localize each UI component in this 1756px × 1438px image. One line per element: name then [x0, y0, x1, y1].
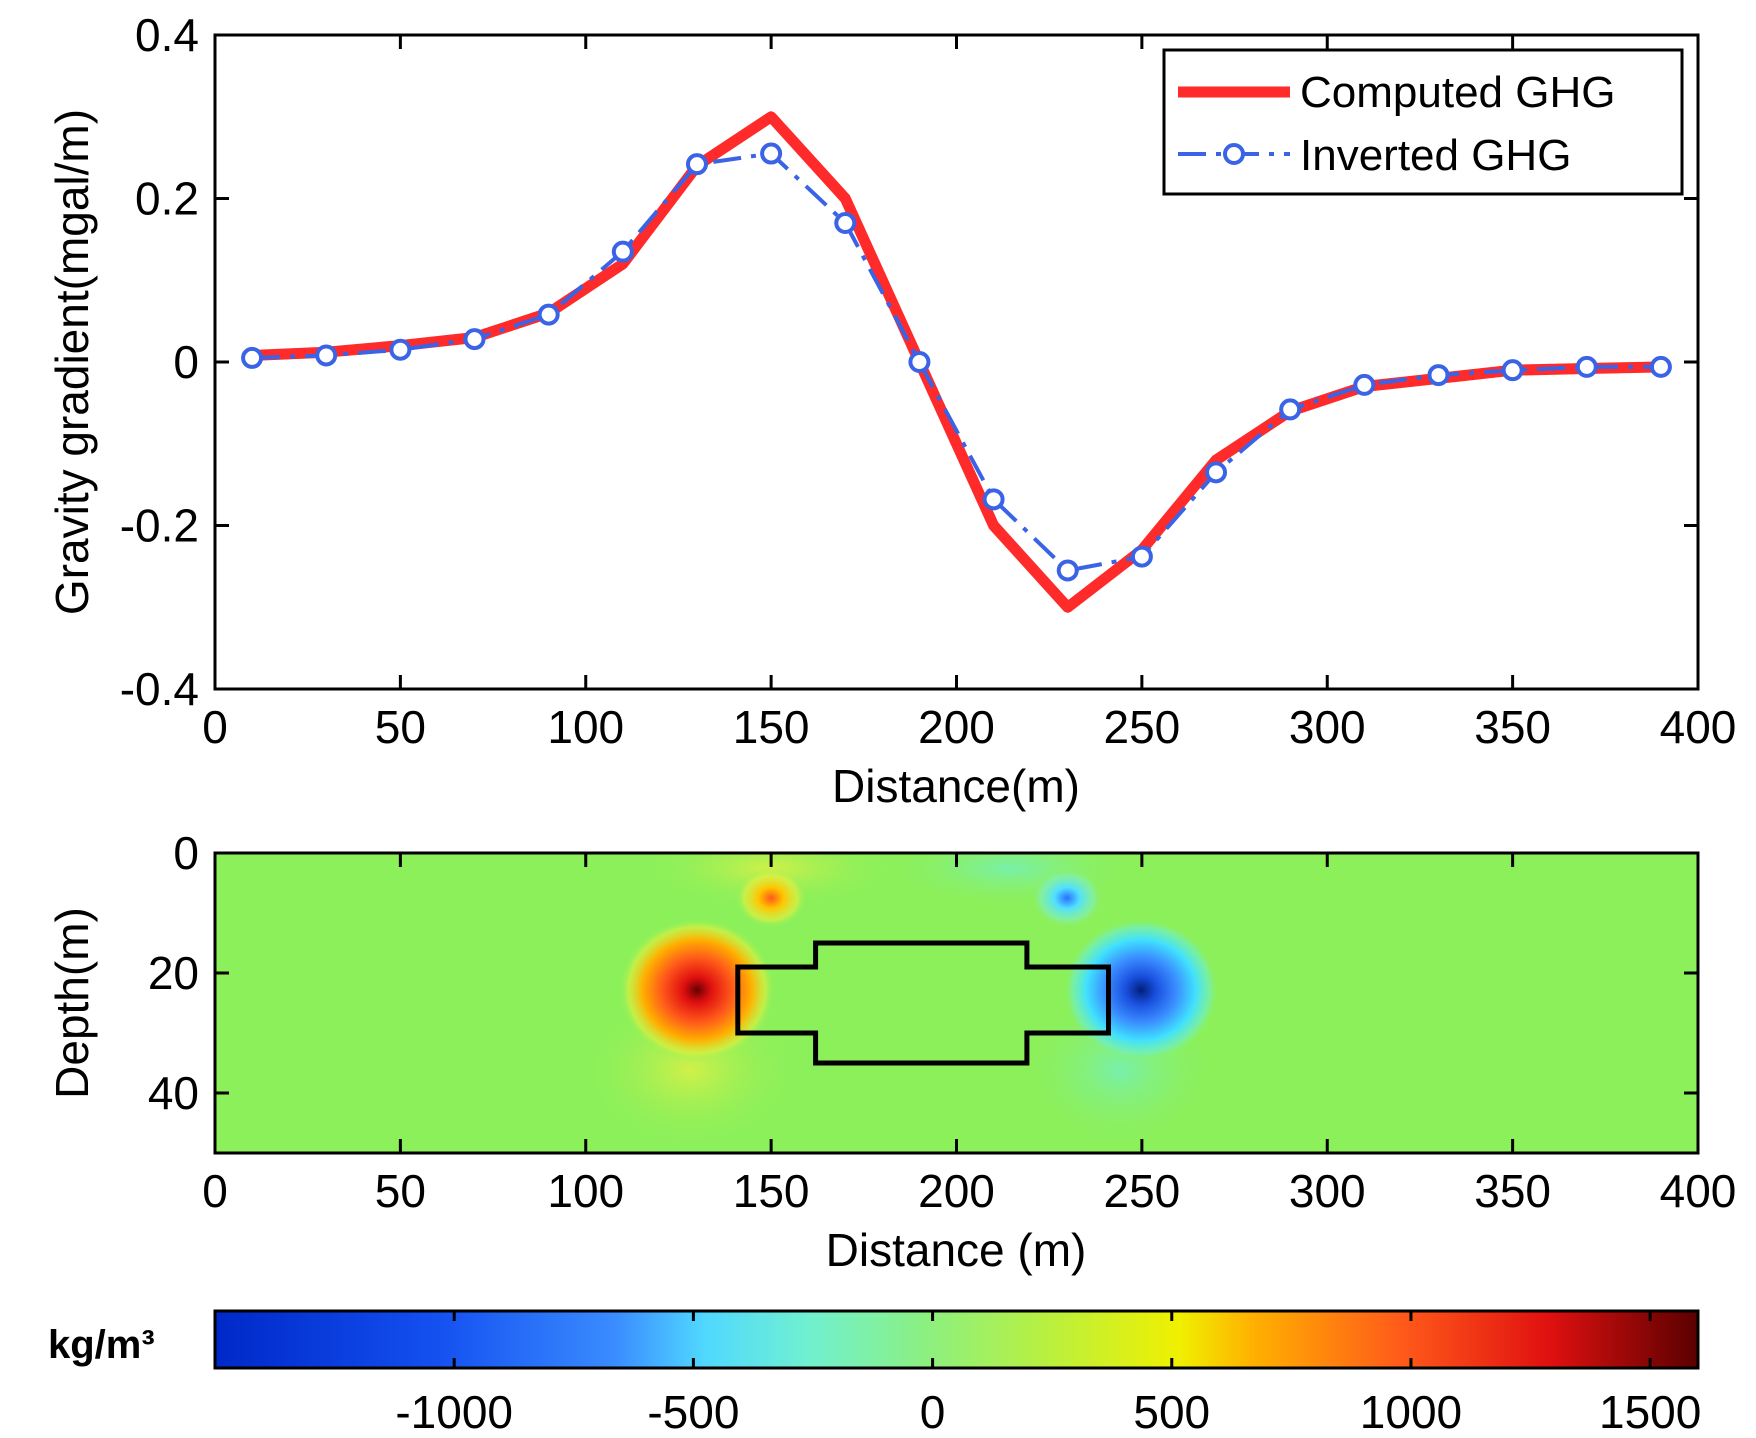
inverted-ghg-point — [1130, 545, 1153, 568]
colorbar: kg/m³ -1000 -500 0 500 1000 1500 — [48, 1309, 1701, 1438]
inverted-ghg-point — [1649, 355, 1672, 378]
heatmap-x-tick-label: 350 — [1474, 1165, 1551, 1217]
colorbar-tick-label: -500 — [647, 1386, 739, 1438]
y-axis-label: Gravity gradient(mgal/m) — [46, 109, 98, 615]
colorbar-tick-label: 0 — [920, 1386, 946, 1438]
heatmap-x-tick-label: 150 — [733, 1165, 810, 1217]
density-heatmap: 0 50 100 150 200 250 300 350 400 0 20 40 Distance … — [46, 827, 1736, 1276]
y-tick-label: -0.4 — [120, 663, 199, 715]
y-tick-label: 0.4 — [135, 9, 199, 61]
x-tick-label: 100 — [547, 701, 624, 753]
heatmap-x-axis-label: Distance (m) — [826, 1224, 1087, 1276]
x-tick-label: 300 — [1289, 701, 1366, 753]
heatmap-x-tick-label: 250 — [1104, 1165, 1181, 1217]
true-body-outline — [735, 940, 1111, 1066]
heatmap-x-tick-label: 50 — [375, 1165, 426, 1217]
x-tick-label: 250 — [1104, 701, 1181, 753]
inverted-ghg-point — [1353, 373, 1376, 396]
inverted-ghg-point — [1427, 364, 1450, 387]
inverted-ghg-point — [315, 344, 338, 367]
heatmap-x-tick-label: 200 — [918, 1165, 995, 1217]
inverted-ghg-point — [1279, 398, 1302, 421]
inverted-ghg-point — [685, 153, 708, 176]
inverted-ghg-point — [241, 346, 264, 369]
x-axis-label: Distance(m) — [832, 760, 1080, 812]
colorbar-gradient — [213, 1309, 1700, 1370]
gradient-line-chart: 0 50 100 150 200 250 300 350 400 0.4 0.2 0 -0.2 -0.4… — [46, 9, 1736, 812]
legend-inverted-marker — [1223, 143, 1245, 165]
heatmap-x-tick-label: 0 — [202, 1165, 228, 1217]
y-tick-label: 0.2 — [135, 173, 199, 225]
inverted-ghg-point — [760, 142, 783, 165]
inverted-ghg-point — [463, 328, 486, 351]
legend-inverted-label: Inverted GHG — [1300, 131, 1571, 180]
heatmap-x-tick-label: 100 — [547, 1165, 624, 1217]
heatmap-field — [580, 853, 1220, 1150]
colorbar-tick-label: 500 — [1133, 1386, 1210, 1438]
x-tick-label: 200 — [918, 701, 995, 753]
colorbar-tick-label: 1500 — [1599, 1386, 1701, 1438]
heatmap-y-tick-label: 40 — [148, 1067, 199, 1119]
y-tick-label: -0.2 — [120, 500, 199, 552]
x-tick-label: 400 — [1660, 701, 1737, 753]
heatmap-y-tick-label: 0 — [173, 827, 199, 879]
shallow-positive-anomaly — [735, 868, 807, 928]
shallow-negative-anomaly — [1031, 868, 1103, 928]
heatmap-x-tick-label: 300 — [1289, 1165, 1366, 1217]
inverted-ghg-point — [611, 240, 634, 263]
legend-box — [1162, 48, 1684, 196]
positive-density-anomaly — [619, 918, 775, 1062]
inverted-ghg-point — [834, 212, 857, 235]
x-tick-label: 150 — [733, 701, 810, 753]
negative-density-anomaly — [1063, 918, 1219, 1062]
y-tick-label: 0 — [173, 336, 199, 388]
colorbar-unit-label: kg/m³ — [48, 1323, 155, 1367]
inverted-ghg-point — [389, 338, 412, 361]
inverted-ghg-point — [908, 351, 931, 373]
inverted-ghg-point — [1056, 559, 1079, 582]
colorbar-tick-label: 1000 — [1360, 1386, 1462, 1438]
heatmap-y-axis-label: Depth(m) — [46, 907, 98, 1099]
colorbar-tick-label: -1000 — [395, 1386, 513, 1438]
legend-computed-label: Computed GHG — [1300, 68, 1615, 117]
legend: Computed GHG Inverted GHG — [1162, 48, 1684, 196]
x-tick-label: 350 — [1474, 701, 1551, 753]
inverted-ghg-point — [1501, 359, 1524, 382]
inverted-ghg-point — [1205, 461, 1228, 484]
x-tick-label: 0 — [202, 701, 228, 753]
x-tick-label: 50 — [375, 701, 426, 753]
inverted-ghg-point — [1575, 355, 1598, 378]
heatmap-x-tick-label: 400 — [1660, 1165, 1737, 1217]
inverted-ghg-point — [537, 303, 560, 326]
heatmap-y-tick-label: 20 — [148, 947, 199, 999]
inverted-ghg-point — [982, 488, 1005, 511]
inverted-ghg-line — [252, 151, 1661, 573]
